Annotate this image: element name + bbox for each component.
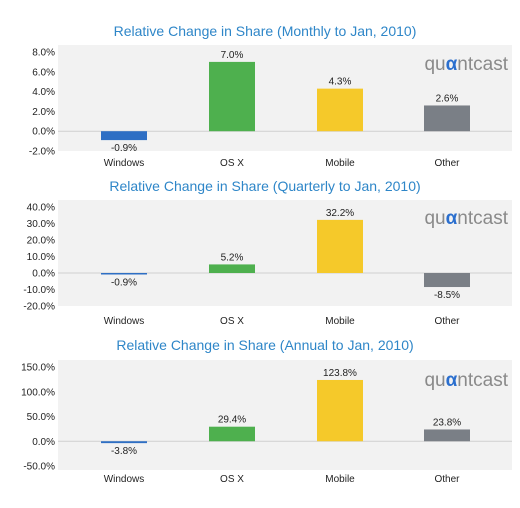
- data-label: -3.8%: [111, 446, 137, 457]
- y-tick-label: 150.0%: [21, 363, 55, 374]
- bar-mobile: [317, 88, 363, 132]
- y-tick-label: 4.0%: [32, 87, 55, 98]
- chart-panel-annual: Relative Change in Share (Annual to Jan,…: [21, 337, 512, 485]
- data-label: 123.8%: [323, 368, 357, 379]
- category-label: OS X: [220, 474, 244, 485]
- chart-panel-monthly: Relative Change in Share (Monthly to Jan…: [29, 23, 512, 169]
- bar-other: [424, 105, 470, 132]
- category-label: Mobile: [325, 474, 355, 485]
- x-axis: Windows OS X Mobile Other: [104, 158, 460, 169]
- plot-area: [58, 200, 512, 306]
- category-label: Mobile: [325, 316, 355, 327]
- y-tick-label: 20.0%: [27, 236, 55, 247]
- y-tick-label: 2.0%: [32, 107, 55, 118]
- y-tick-label: -20.0%: [23, 302, 55, 313]
- chart-title: Relative Change in Share (Monthly to Jan…: [114, 23, 417, 39]
- bar-mobile: [317, 379, 363, 442]
- y-tick-label: 10.0%: [27, 252, 55, 263]
- bar-windows: [101, 131, 147, 141]
- category-label: Windows: [104, 474, 145, 485]
- quantcast-logo: quαntcast: [424, 54, 508, 75]
- quantcast-logo-text: quαntcast: [424, 370, 508, 391]
- y-tick-label: 0.0%: [32, 437, 55, 448]
- data-label: -0.9%: [111, 143, 137, 154]
- data-label: 5.2%: [221, 252, 244, 263]
- bar-os-x: [209, 264, 255, 273]
- category-label: OS X: [220, 158, 244, 169]
- x-axis: Windows OS X Mobile Other: [104, 316, 460, 327]
- quantcast-logo: quαntcast: [424, 370, 508, 391]
- y-tick-label: 40.0%: [27, 203, 55, 214]
- bar-os-x: [209, 426, 255, 442]
- x-axis: Windows OS X Mobile Other: [104, 474, 460, 485]
- quantcast-logo-text: quαntcast: [424, 54, 508, 75]
- bar-other: [424, 429, 470, 442]
- plot-area: [58, 360, 512, 470]
- bar-mobile: [317, 219, 363, 273]
- data-label: 2.6%: [436, 93, 459, 104]
- category-label: Windows: [104, 316, 145, 327]
- data-label: 29.4%: [218, 415, 246, 426]
- chart-title: Relative Change in Share (Annual to Jan,…: [116, 337, 413, 353]
- category-label: OS X: [220, 316, 244, 327]
- y-tick-label: 50.0%: [27, 412, 55, 423]
- bar-other: [424, 273, 470, 288]
- quantcast-logo: quαntcast: [424, 208, 508, 229]
- data-label: 7.0%: [221, 50, 244, 61]
- data-label: 4.3%: [329, 77, 352, 88]
- y-tick-label: -10.0%: [23, 285, 55, 296]
- y-tick-label: -2.0%: [29, 147, 55, 158]
- chart-panel-quarterly: Relative Change in Share (Quarterly to J…: [23, 178, 512, 327]
- bar-windows: [101, 273, 147, 275]
- bar-os-x: [209, 61, 255, 132]
- y-tick-label: 100.0%: [21, 387, 55, 398]
- y-tick-label: 6.0%: [32, 67, 55, 78]
- y-tick-label: -50.0%: [23, 462, 55, 473]
- data-label: -0.9%: [111, 277, 137, 288]
- data-label: 32.2%: [326, 208, 354, 219]
- category-label: Windows: [104, 158, 145, 169]
- chart-title: Relative Change in Share (Quarterly to J…: [109, 178, 420, 194]
- data-label: -8.5%: [434, 290, 460, 301]
- category-label: Other: [434, 474, 460, 485]
- y-tick-label: 0.0%: [32, 269, 55, 280]
- y-tick-label: 0.0%: [32, 127, 55, 138]
- category-label: Mobile: [325, 158, 355, 169]
- y-tick-label: 30.0%: [27, 219, 55, 230]
- bar-group: -0.9% 7.0% 4.3% 2.6%: [101, 50, 470, 154]
- category-label: Other: [434, 316, 460, 327]
- y-tick-label: 8.0%: [32, 48, 55, 59]
- data-label: 23.8%: [433, 417, 461, 428]
- quantcast-logo-text: quαntcast: [424, 208, 508, 229]
- bar-group: -0.9% 5.2% 32.2% -8.5%: [101, 208, 470, 301]
- category-label: Other: [434, 158, 460, 169]
- bar-group: -3.8% 29.4% 123.8% 23.8%: [101, 368, 470, 457]
- bar-windows: [101, 441, 147, 444]
